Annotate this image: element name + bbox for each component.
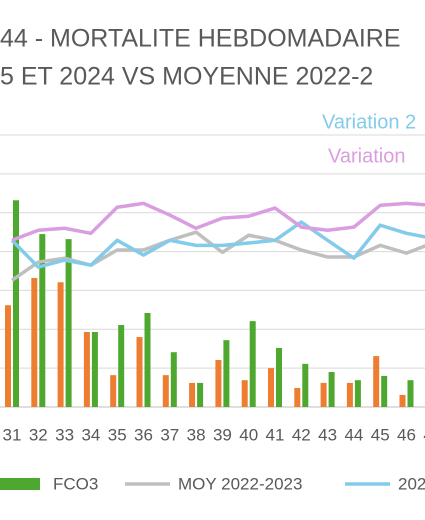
bar xyxy=(346,382,353,407)
bar xyxy=(136,337,143,407)
x-tick-label: 38 xyxy=(187,425,206,444)
bar xyxy=(118,325,125,407)
bar xyxy=(39,234,46,407)
legend-label: 202 xyxy=(398,474,425,493)
bar xyxy=(373,356,380,407)
x-tick-label: 33 xyxy=(55,425,74,444)
bar xyxy=(170,352,177,407)
bar xyxy=(268,368,274,407)
bar xyxy=(276,347,282,407)
bar xyxy=(407,380,414,407)
bar xyxy=(162,375,169,407)
annotation: Variation 2 xyxy=(322,111,416,133)
x-tick-label: 42 xyxy=(292,425,311,444)
x-tick-label: 46 xyxy=(397,425,416,444)
bar xyxy=(197,382,204,407)
legend-swatch xyxy=(0,478,40,490)
bar xyxy=(241,380,248,407)
line xyxy=(10,220,425,269)
line xyxy=(11,201,425,242)
x-tick-label: 45 xyxy=(371,425,390,444)
bar xyxy=(13,200,19,407)
bar xyxy=(83,332,90,407)
x-tick-label: 34 xyxy=(81,425,100,444)
x-tick-label: 40 xyxy=(239,425,258,444)
x-tick-label: 44 xyxy=(344,425,363,444)
x-tick-label: 41 xyxy=(266,425,285,444)
legend-label: FCO3 xyxy=(53,474,98,493)
bar xyxy=(215,359,222,407)
bar xyxy=(144,312,151,407)
bar xyxy=(354,380,361,407)
bar xyxy=(31,277,38,407)
chart-title: 44 - MORTALITE HEBDOMADAIRE xyxy=(0,25,401,53)
x-tick-label: 35 xyxy=(108,425,127,444)
bar xyxy=(328,372,335,407)
bar xyxy=(399,394,406,407)
chart-title: 5 ET 2024 VS MOYENNE 2022-2 xyxy=(0,63,373,91)
bar xyxy=(223,340,230,407)
bar xyxy=(110,375,117,407)
bar xyxy=(5,305,11,407)
bar xyxy=(320,382,327,407)
x-tick-label: 47 xyxy=(423,425,425,444)
bar xyxy=(249,321,256,407)
bar xyxy=(91,332,98,407)
x-tick-label: 43 xyxy=(318,425,337,444)
annotation: Variation xyxy=(328,145,405,167)
bar xyxy=(381,375,388,407)
bar xyxy=(65,239,72,407)
x-tick-label: 39 xyxy=(213,425,232,444)
x-tick-label: 37 xyxy=(160,425,179,444)
bar xyxy=(302,363,309,407)
x-tick-label: 32 xyxy=(29,425,48,444)
bar xyxy=(57,282,64,407)
legend-label: MOY 2022-2023 xyxy=(178,474,302,493)
bar xyxy=(294,387,301,407)
bar xyxy=(189,382,196,407)
line xyxy=(11,230,425,282)
x-tick-label: 36 xyxy=(134,425,153,444)
x-tick-label: 31 xyxy=(3,425,22,444)
